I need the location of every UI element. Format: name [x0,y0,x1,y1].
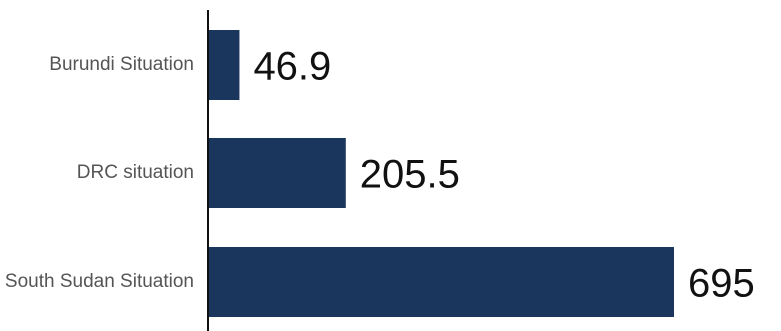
bar-1 [208,138,346,208]
value-labels: 46.9 205.5 695 [253,45,754,306]
value-label-1: 205.5 [360,153,460,197]
category-labels: Burundi Situation DRC situation South Suda… [5,54,194,292]
value-label-0: 46.9 [253,45,331,89]
bars-group [208,30,674,317]
bar-0 [208,30,240,100]
category-label-1: DRC situation [77,162,194,183]
bar-2 [208,247,674,317]
category-label-2: South Sudan Situation [5,271,194,292]
value-label-2: 695 [688,262,755,306]
category-label-0: Burundi Situation [49,54,194,75]
